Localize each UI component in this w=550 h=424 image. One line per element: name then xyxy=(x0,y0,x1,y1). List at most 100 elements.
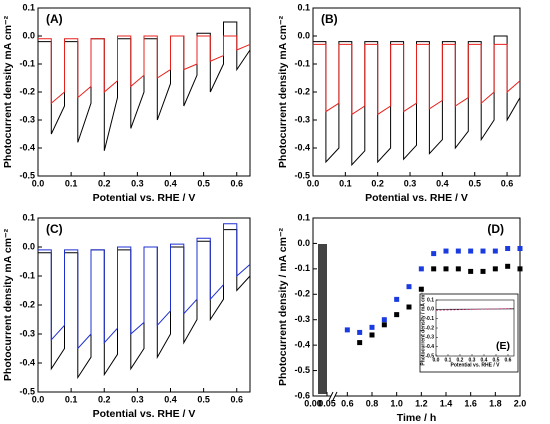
y-tick-label: -0.5 xyxy=(294,365,310,375)
x-tick-label: 1.0 xyxy=(390,398,403,408)
panel-label: (C) xyxy=(46,222,63,236)
data-point xyxy=(394,296,400,302)
x-tick-label: 0.1 xyxy=(65,178,78,188)
x-tick-label: 0.5 xyxy=(197,178,210,188)
x-tick-label: 0.1 xyxy=(445,357,452,363)
data-point xyxy=(517,246,523,252)
x-tick-label: 0.5 xyxy=(493,357,500,363)
x-tick-label: 0.0 xyxy=(307,178,320,188)
x-tick-label: 0.3 xyxy=(131,178,144,188)
y-tick-label: -0.2 xyxy=(294,289,310,299)
y-tick-label: -0.1 xyxy=(294,58,310,68)
x-tick-label: 0.5 xyxy=(468,178,481,188)
x-tick-label: 0.4 xyxy=(164,178,177,188)
x-tick-label: 0.8 xyxy=(366,398,379,408)
data-point xyxy=(381,322,387,328)
x-tick-label: 0.6 xyxy=(230,178,243,188)
x-tick-label: 1.8 xyxy=(489,398,502,408)
x-tick-label: 0.4 xyxy=(481,357,488,363)
data-point xyxy=(443,248,449,254)
data-point xyxy=(369,332,375,338)
y-tick-label: -0.3 xyxy=(425,335,434,341)
data-point xyxy=(468,248,474,254)
x-tick-label: 0.0 xyxy=(32,178,45,188)
x-tick-label: 0.2 xyxy=(98,178,111,188)
y-tick-label: 0.0 xyxy=(22,241,35,251)
y-axis-label: Photocurrent density / mA cm⁻² xyxy=(420,290,426,366)
data-point xyxy=(381,317,387,323)
dense-data-block xyxy=(318,244,327,394)
y-tick-label: 0.1 xyxy=(22,2,35,12)
x-tick-label: 2.0 xyxy=(514,398,527,408)
panel-label: (A) xyxy=(46,12,63,26)
data-point xyxy=(344,327,350,333)
data-line xyxy=(313,43,521,116)
y-tick-label: -0.1 xyxy=(425,316,434,322)
y-tick-label: -0.5 xyxy=(294,170,310,180)
data-point xyxy=(492,248,498,254)
plot-frame xyxy=(312,217,521,397)
data-point xyxy=(455,248,461,254)
x-axis-label: Potential vs. RHE / V xyxy=(365,192,468,204)
data-point xyxy=(406,284,412,290)
y-tick-label: -0.2 xyxy=(425,325,434,331)
y-tick-label: -0.4 xyxy=(294,142,310,152)
x-axis-label: Time / h xyxy=(397,412,436,424)
data-point xyxy=(357,329,363,335)
data-point xyxy=(480,268,486,274)
x-tick-label: 0.4 xyxy=(164,394,177,404)
data-point xyxy=(480,248,486,254)
y-tick-label: -0.5 xyxy=(425,353,434,359)
y-tick-label: 0.1 xyxy=(297,212,310,222)
data-line xyxy=(38,35,251,105)
x-tick-label: 0.1 xyxy=(339,178,352,188)
x-axis-label: Potential vs. RHE / V xyxy=(451,362,501,368)
y-tick-label: 0.0 xyxy=(297,238,310,248)
y-tick-label: -0.2 xyxy=(19,299,35,309)
y-tick-label: -0.3 xyxy=(19,328,35,338)
data-point xyxy=(443,266,449,272)
data-point xyxy=(369,324,375,330)
x-tick-label: 0.5 xyxy=(197,394,210,404)
y-tick-label: -0.4 xyxy=(425,344,434,350)
y-tick-label: -0.6 xyxy=(294,390,310,400)
y-tick-label: -0.4 xyxy=(19,357,35,367)
data-point xyxy=(418,286,424,292)
y-tick-label: -0.1 xyxy=(19,270,35,280)
x-tick-label: 1.6 xyxy=(464,398,477,408)
y-tick-label: -0.2 xyxy=(19,86,35,96)
x-tick-label: 0.0 xyxy=(32,394,45,404)
data-point xyxy=(468,268,474,274)
x-axis-label: Potential vs. RHE / V xyxy=(93,192,196,204)
data-point xyxy=(492,266,498,272)
data-point xyxy=(406,304,412,310)
data-point xyxy=(505,263,511,269)
y-tick-label: -0.1 xyxy=(19,58,35,68)
y-axis-label: Photocurrent density mA cm⁻² xyxy=(2,228,14,381)
x-tick-label: 0.6 xyxy=(230,394,243,404)
axis-break xyxy=(328,391,334,401)
x-tick-label: 0.00 xyxy=(304,398,322,408)
inset-bg xyxy=(419,293,519,373)
panel-label: (B) xyxy=(321,12,338,26)
y-tick-label: 0.1 xyxy=(22,212,35,222)
x-tick-label: 0.3 xyxy=(469,357,476,363)
panel-label: (D) xyxy=(487,222,504,236)
y-tick-label: 0.1 xyxy=(297,2,310,12)
y-tick-label: -0.3 xyxy=(19,114,35,124)
y-tick-label: 0.0 xyxy=(22,30,35,40)
data-point xyxy=(517,266,523,272)
data-point xyxy=(505,246,511,252)
data-point xyxy=(431,266,437,272)
x-tick-label: 0.0 xyxy=(433,357,440,363)
y-tick-label: 0.0 xyxy=(427,307,434,313)
data-point xyxy=(418,266,424,272)
y-tick-label: -0.4 xyxy=(19,142,35,152)
y-tick-label: -0.2 xyxy=(294,86,310,96)
x-tick-label: 0.05 xyxy=(318,398,336,408)
x-tick-label: 0.6 xyxy=(341,398,354,408)
x-tick-label: 0.1 xyxy=(65,394,78,404)
x-tick-label: 0.6 xyxy=(505,357,512,363)
panel-label: (E) xyxy=(496,340,510,352)
